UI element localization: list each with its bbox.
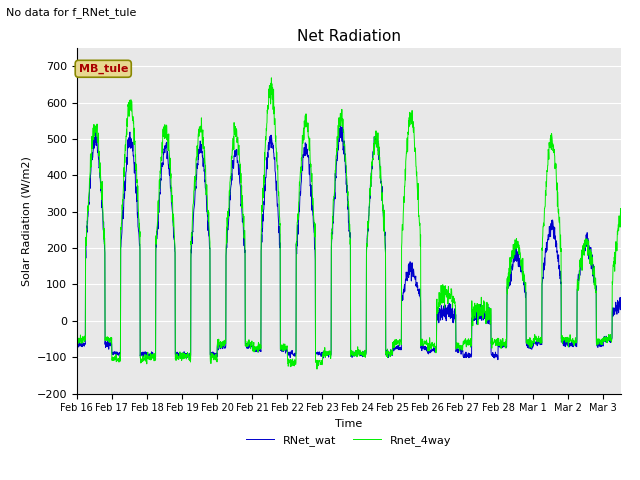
Line: RNet_wat: RNet_wat: [77, 125, 638, 360]
Rnet_4way: [634, 335, 640, 341]
Line: Rnet_4way: Rnet_4way: [77, 78, 638, 369]
RNet_wat: [527, 343, 535, 348]
RNet_wat: [73, 341, 81, 347]
Rnet_4way: [527, 337, 535, 343]
Text: MB_tule: MB_tule: [79, 64, 128, 74]
RNet_wat: [494, 357, 502, 362]
Legend: RNet_wat, Rnet_4way: RNet_wat, Rnet_4way: [242, 431, 456, 450]
Rnet_4way: [129, 114, 137, 120]
RNet_wat: [559, 339, 566, 345]
RNet_wat: [634, 336, 640, 342]
Rnet_4way: [627, 270, 635, 276]
RNet_wat: [129, 139, 137, 145]
Rnet_4way: [559, 337, 566, 343]
Y-axis label: Solar Radiation (W/m2): Solar Radiation (W/m2): [21, 156, 31, 286]
Rnet_4way: [268, 75, 275, 81]
RNet_wat: [337, 122, 344, 128]
Rnet_4way: [250, 349, 258, 355]
RNet_wat: [392, 344, 399, 350]
X-axis label: Time: Time: [335, 419, 362, 429]
Text: No data for f_RNet_tule: No data for f_RNet_tule: [6, 7, 137, 18]
Title: Net Radiation: Net Radiation: [297, 29, 401, 44]
Rnet_4way: [73, 336, 81, 342]
Rnet_4way: [392, 340, 399, 346]
Rnet_4way: [313, 366, 321, 372]
RNet_wat: [250, 346, 258, 352]
RNet_wat: [627, 309, 635, 314]
